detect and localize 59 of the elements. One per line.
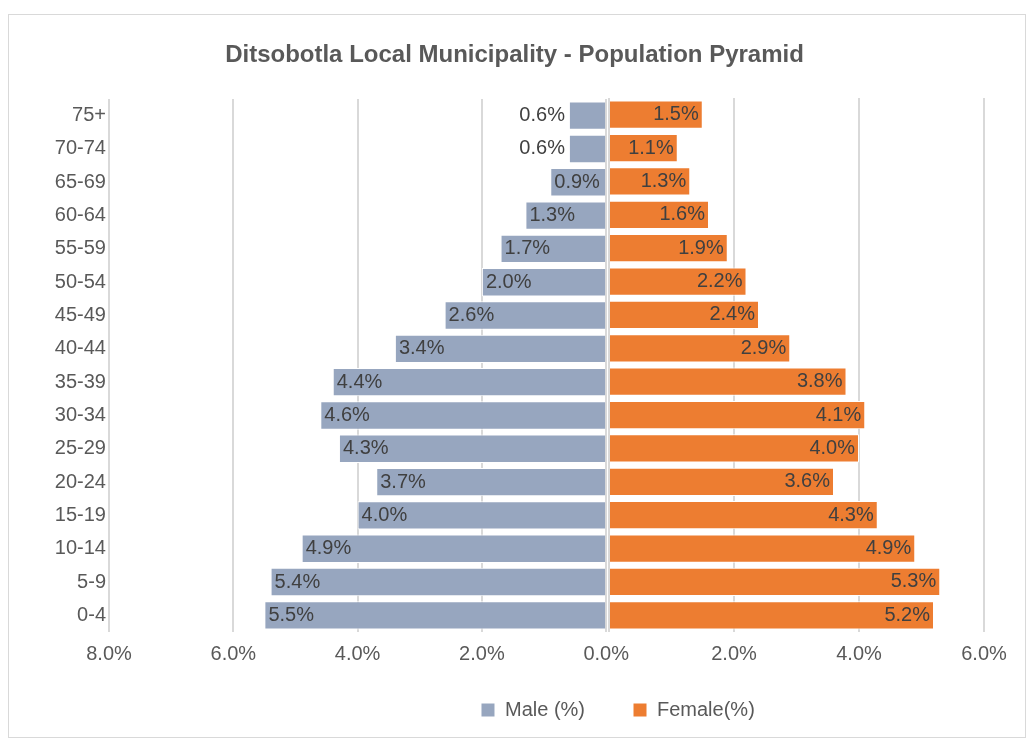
y-tick-label: 50-54 xyxy=(54,269,106,292)
y-tick-label: 35-39 xyxy=(54,369,106,392)
data-label: 4.0% xyxy=(809,435,856,458)
x-tick-label: 6.0% xyxy=(961,641,1008,664)
data-label: 1.6% xyxy=(659,202,706,225)
y-tick-label: 55-59 xyxy=(54,236,106,259)
data-label: 0.9% xyxy=(554,169,601,192)
data-label: 1.3% xyxy=(640,168,687,191)
data-label: 3.6% xyxy=(784,469,831,492)
chart-title: Ditsobotla Local Municipality - Population Pyramid xyxy=(224,40,805,68)
x-tick-label: 2.0% xyxy=(459,641,505,664)
x-tick-label: 4.0% xyxy=(836,641,883,664)
data-label: 4.9% xyxy=(865,536,912,559)
data-label: 1.9% xyxy=(678,235,724,258)
data-label: 4.4% xyxy=(336,369,383,392)
x-tick-label: 2.0% xyxy=(711,641,758,664)
y-tick-label: 10-14 xyxy=(54,536,106,559)
data-label: 5.3% xyxy=(890,569,937,592)
y-tick-label: 40-44 xyxy=(54,336,106,359)
data-label: 4.9% xyxy=(305,536,352,559)
data-label: 1.7% xyxy=(504,236,551,259)
data-label: 2.2% xyxy=(696,269,743,292)
data-label: 3.8% xyxy=(796,369,843,392)
y-tick-label: 65-69 xyxy=(54,169,106,192)
data-label: 4.0% xyxy=(361,502,408,525)
y-tick-label: 5-9 xyxy=(77,569,106,592)
y-tick-label: 60-64 xyxy=(54,203,106,226)
data-label: 4.1% xyxy=(815,402,862,425)
data-label: 4.3% xyxy=(828,502,874,525)
data-label: 2.9% xyxy=(740,335,787,358)
data-label: 3.7% xyxy=(380,469,427,492)
data-label: 1.1% xyxy=(628,135,674,158)
x-tick-label: 0.0% xyxy=(583,641,630,664)
y-tick-label: 30-34 xyxy=(54,402,106,425)
data-label: 3.4% xyxy=(398,336,445,359)
x-tick-label: 8.0% xyxy=(86,641,133,664)
data-label: 4.6% xyxy=(324,402,371,425)
data-label: 1.3% xyxy=(529,203,576,226)
y-tick-label: 20-24 xyxy=(54,469,106,492)
data-label: 2.0% xyxy=(485,269,532,292)
data-label: 5.4% xyxy=(274,569,321,592)
data-label: 4.3% xyxy=(342,436,389,459)
data-label: 2.6% xyxy=(448,303,495,326)
y-tick-label: 0-4 xyxy=(77,602,106,625)
x-tick-label: 6.0% xyxy=(210,641,257,664)
x-tick-label: 4.0% xyxy=(334,641,381,664)
data-label: 5.2% xyxy=(884,602,931,625)
legend-label: Female(%) xyxy=(657,697,755,720)
legend-label: Male (%) xyxy=(504,697,586,720)
data-label: 2.4% xyxy=(709,302,756,325)
y-tick-label: 25-29 xyxy=(54,436,106,459)
y-tick-label: 70-74 xyxy=(54,136,106,159)
data-label: 1.5% xyxy=(653,102,699,125)
data-label: 0.6% xyxy=(519,103,566,126)
data-label: 0.6% xyxy=(519,136,566,159)
y-tick-label: 15-19 xyxy=(54,502,106,525)
y-tick-label: 45-49 xyxy=(54,303,106,326)
data-label: 5.5% xyxy=(268,602,315,625)
y-tick-label: 75+ xyxy=(72,103,106,126)
